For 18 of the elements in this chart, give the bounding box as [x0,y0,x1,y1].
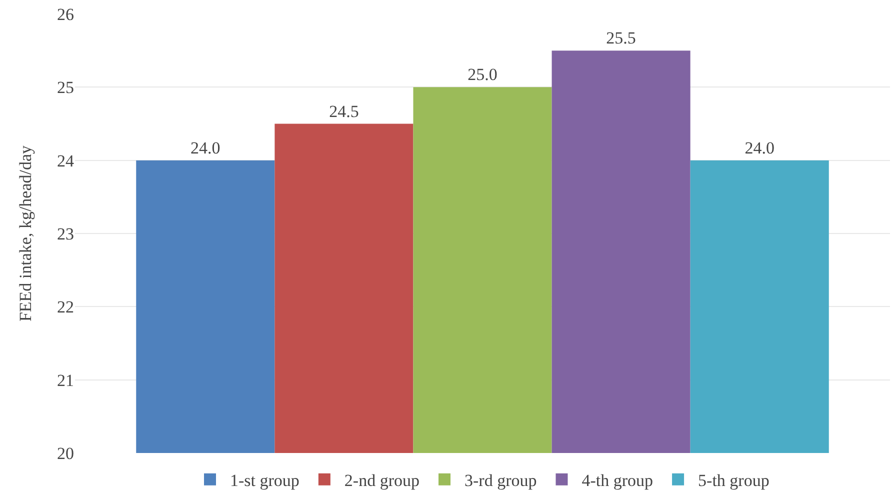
y-tick-label: 26 [57,4,74,24]
y-tick-label: 24 [57,151,74,170]
data-label: 24.0 [744,138,774,158]
data-label: 24.5 [329,102,359,121]
legend-label: 1-st group [230,470,300,490]
y-tick-label: 20 [57,444,74,463]
y-tick-label: 21 [57,370,74,390]
y-tick-label: 22 [57,298,74,317]
legend-label: 4-th group [582,470,654,490]
legend-label: 5-th group [698,470,770,490]
y-tick-label: 25 [57,78,74,98]
data-label: 25.0 [468,65,498,84]
legend-label: 2-nd group [344,470,420,490]
legend-label: 3-rd group [464,470,537,490]
y-tick-label: 23 [57,224,74,244]
data-label: 24.0 [190,138,220,158]
y-axis-title: FEEd intake, kg/head/day [16,144,35,322]
data-label: 25.5 [606,28,636,48]
